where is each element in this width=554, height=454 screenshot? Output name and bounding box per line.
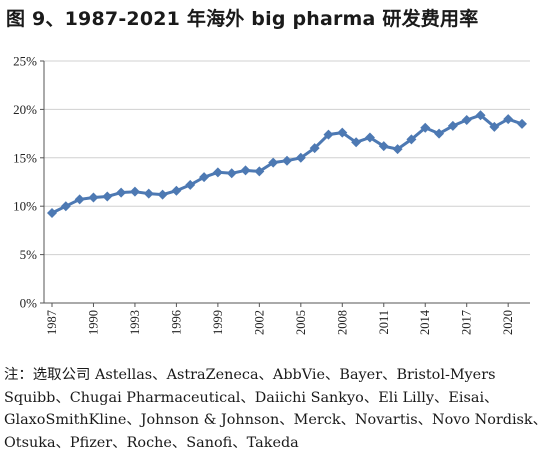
x-tick-label: 2008 [335, 310, 349, 335]
note-prefix: 注：选取公司 [4, 367, 91, 383]
figure-title: 图 9、1987-2021 年海外 big pharma 研发费用率 [6, 8, 479, 30]
x-tick-label: 2014 [418, 309, 432, 335]
data-point [392, 144, 403, 155]
data-point [143, 188, 154, 199]
x-axis-ticks: 1987 1990 1993 1996 1999 2002 2005 2008 2011 2014… [45, 303, 515, 335]
data-point [282, 155, 292, 166]
x-tick-label: 1999 [211, 310, 225, 335]
x-tick-label: 2017 [460, 310, 474, 335]
data-point [295, 152, 306, 163]
data-point [503, 114, 514, 125]
y-tick-label: 25% [13, 54, 37, 69]
x-tick-label: 1996 [169, 310, 183, 335]
data-point [351, 137, 362, 148]
note: 注：选取公司 Astellas、AstraZeneca、AbbVie、Bayer… [4, 364, 552, 454]
data-point [447, 120, 458, 131]
data-point [185, 179, 196, 190]
data-point [171, 185, 182, 196]
y-tick-label: 0% [20, 296, 38, 311]
y-tick-label: 5% [20, 247, 38, 262]
data-point [226, 168, 237, 179]
data-point [337, 127, 348, 138]
data-point [116, 187, 127, 198]
data-point [102, 191, 113, 202]
data-point [129, 186, 140, 197]
data-point [489, 121, 500, 132]
data-point [212, 167, 223, 178]
x-tick-label: 1993 [128, 310, 142, 335]
data-point [475, 110, 486, 121]
y-tick-label: 10% [13, 199, 37, 214]
x-tick-label: 2020 [501, 310, 515, 335]
note-companies: Astellas、AstraZeneca、AbbVie、Bayer、Bristo… [4, 367, 548, 451]
data-point [74, 194, 85, 205]
y-axis-ticks: 0% 5% 10% 15% 20% 25% [13, 54, 44, 311]
data-point [378, 141, 389, 152]
rd-ratio-line-chart: 0% 5% 10% 15% 20% 25% 1987 1990 1993 1996 1999 200… [13, 54, 530, 335]
series-markers [47, 110, 527, 218]
data-point [406, 134, 417, 145]
axes [43, 61, 530, 304]
data-point [199, 172, 210, 183]
x-tick-label: 2005 [294, 310, 308, 335]
data-point [323, 129, 334, 140]
x-tick-label: 1990 [86, 310, 100, 335]
x-tick-label: 1987 [45, 310, 59, 335]
data-point [309, 143, 320, 154]
data-point [268, 157, 279, 168]
x-tick-label: 2002 [252, 310, 266, 335]
data-point [420, 122, 431, 133]
data-point [60, 201, 71, 212]
x-tick-label: 2011 [377, 310, 391, 335]
data-point [517, 118, 527, 129]
data-point [47, 207, 57, 218]
data-point [157, 189, 168, 200]
y-tick-label: 15% [13, 150, 37, 165]
y-tick-label: 20% [13, 102, 37, 117]
data-point [461, 115, 472, 126]
data-point [364, 132, 375, 143]
data-point [88, 192, 99, 203]
data-point [240, 165, 251, 176]
data-point [434, 128, 445, 139]
data-point [254, 166, 265, 177]
